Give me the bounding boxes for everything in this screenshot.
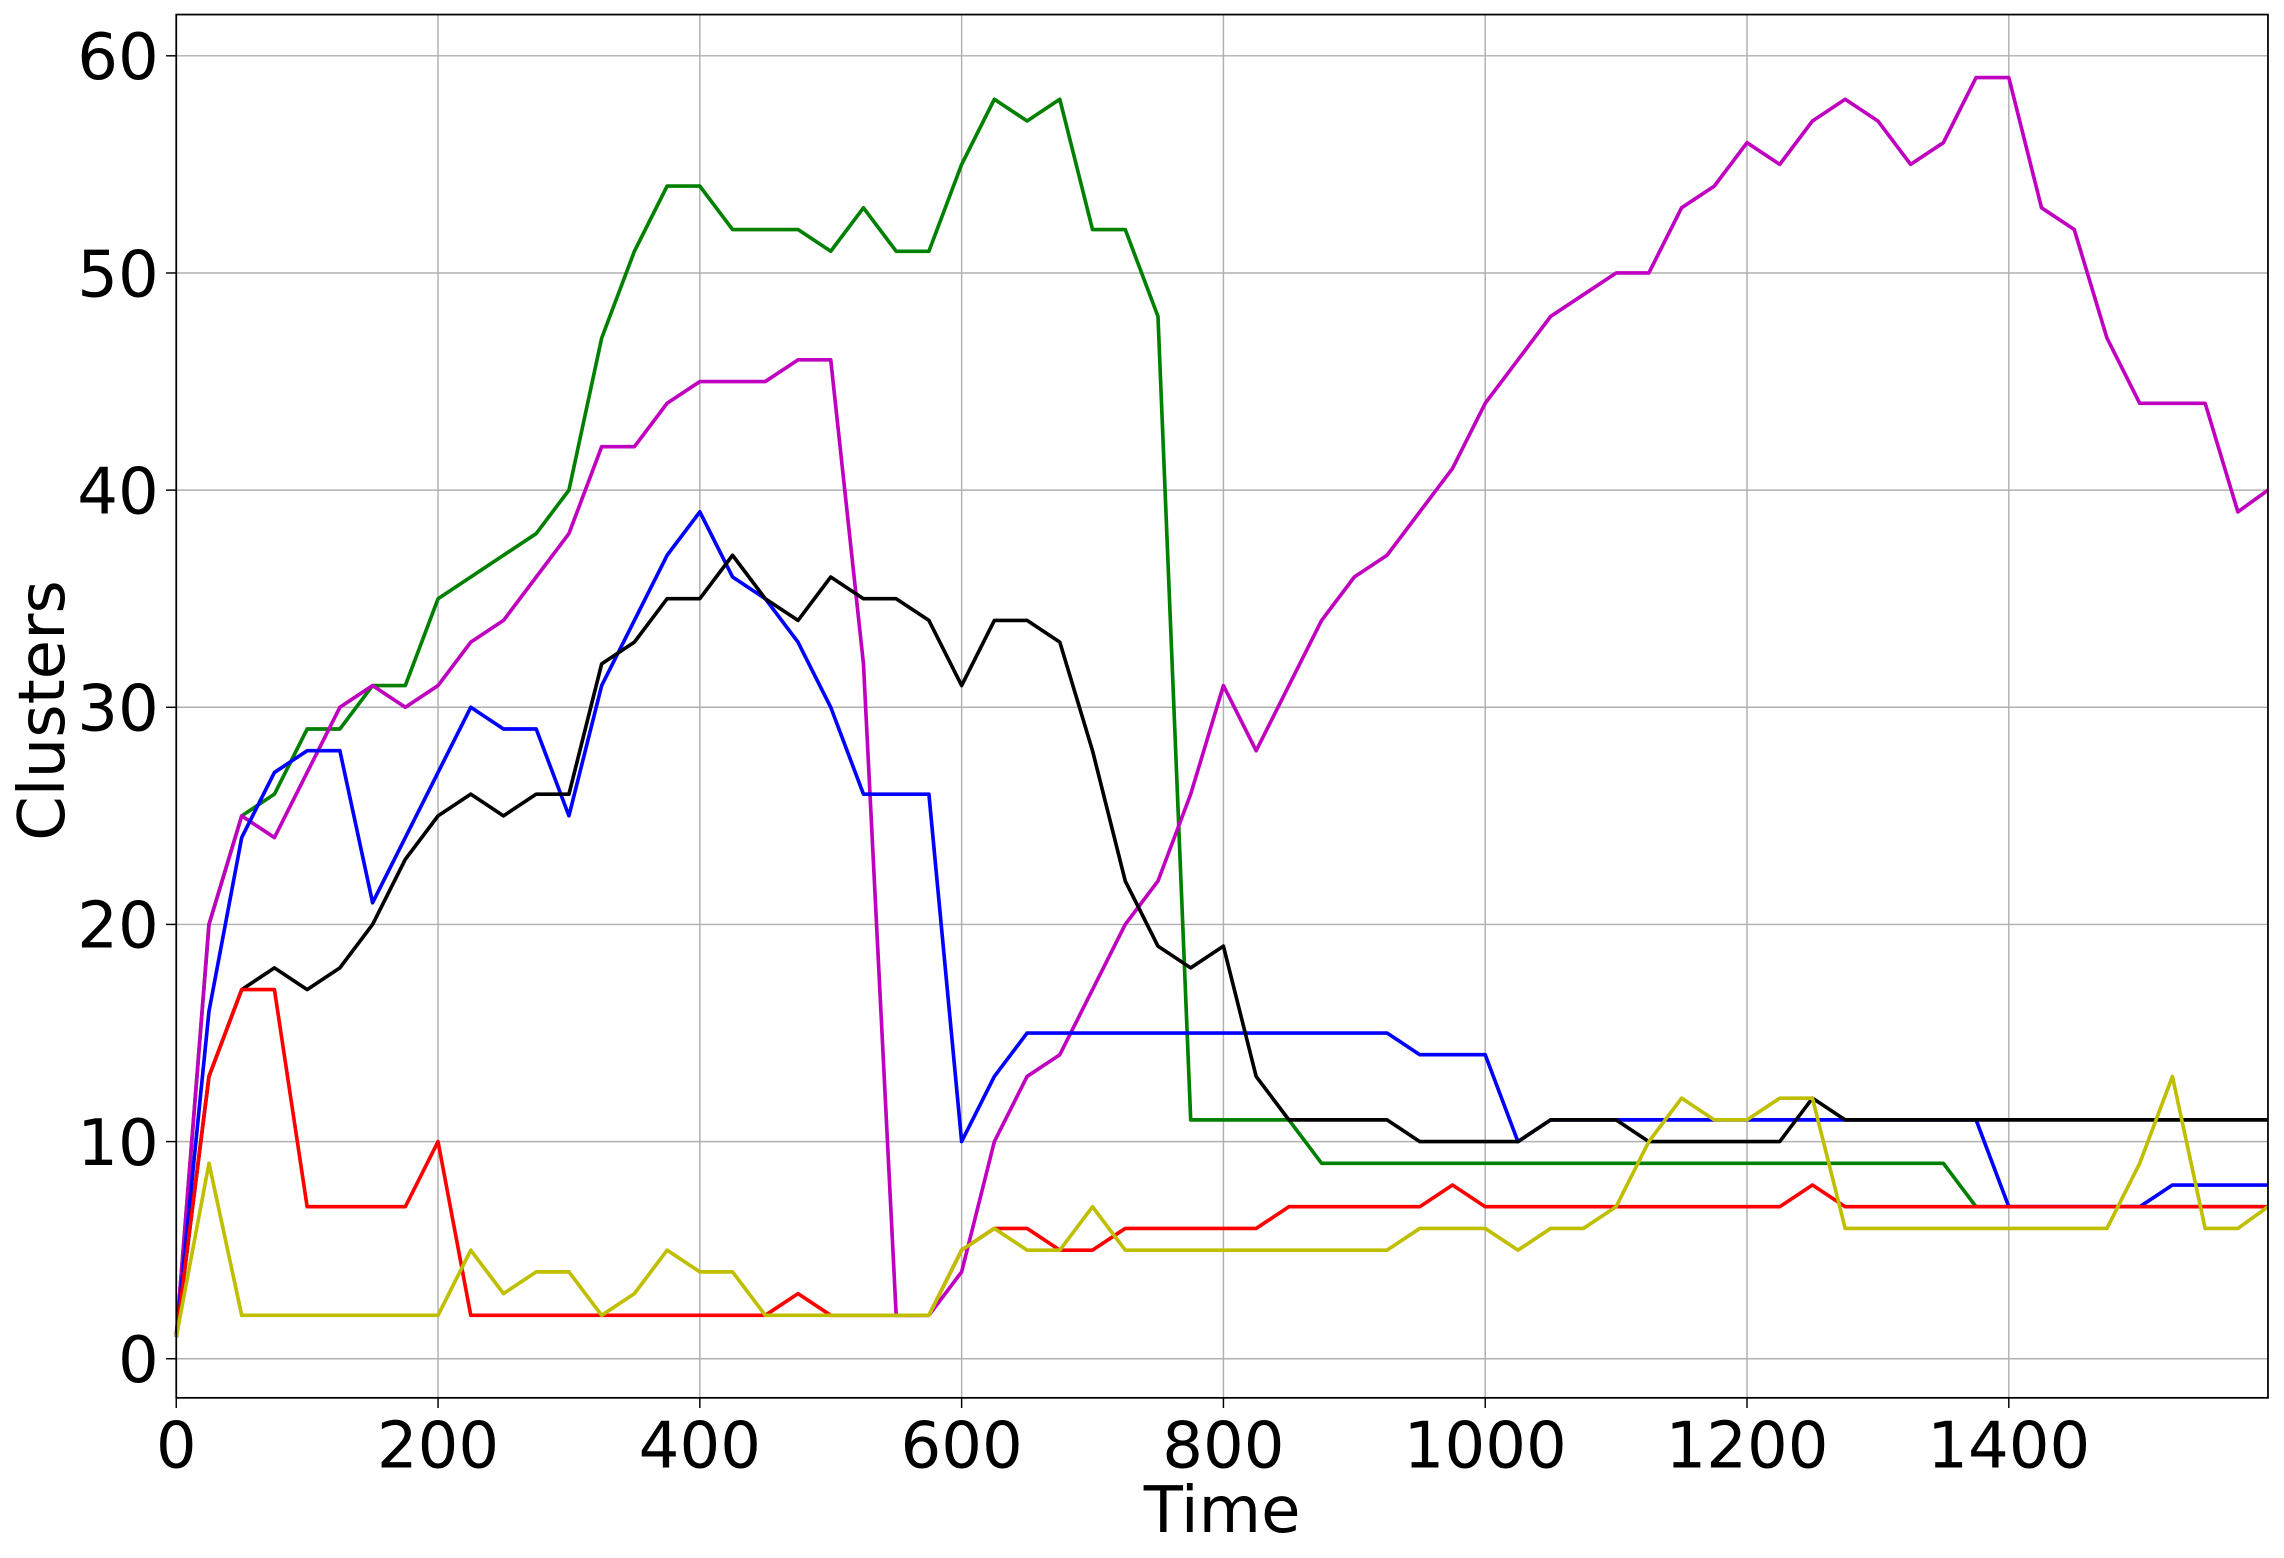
x-tick-label: 1000 <box>1404 1410 1567 1484</box>
x-tick-label: 1200 <box>1665 1410 1828 1484</box>
x-axis-label: Time <box>1143 1474 1301 1548</box>
x-tick-label: 1400 <box>1927 1410 2090 1484</box>
plot-frame <box>175 13 2269 1399</box>
series-line <box>174 987 2268 1338</box>
y-tick-label: 50 <box>77 238 159 312</box>
x-tick-label: 600 <box>900 1410 1022 1484</box>
x-tick-label: 400 <box>639 1410 761 1484</box>
y-tick-label: 0 <box>118 1324 159 1398</box>
x-tick-label: 0 <box>156 1410 197 1484</box>
series-line <box>174 1074 2270 1338</box>
y-tick-label: 30 <box>77 673 159 747</box>
x-tick-label: 200 <box>377 1410 499 1484</box>
y-tick-label: 60 <box>77 21 159 95</box>
series-line <box>174 553 2268 1338</box>
y-tick-label: 20 <box>77 890 159 964</box>
y-tick-label: 10 <box>77 1107 159 1181</box>
y-tick-label: 40 <box>77 455 159 529</box>
x-tick-label: 800 <box>1162 1410 1284 1484</box>
series-line <box>174 97 2268 1338</box>
series-line <box>174 75 2270 1338</box>
y-axis-label: Clusters <box>6 580 80 841</box>
